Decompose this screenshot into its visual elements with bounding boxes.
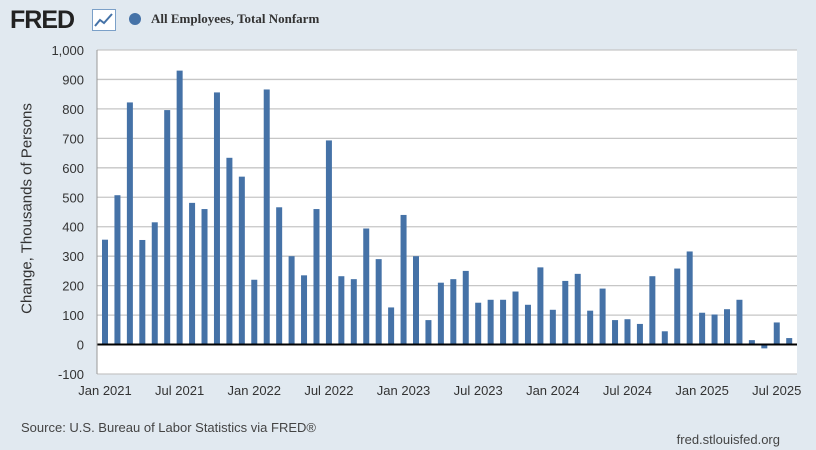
bar	[189, 202, 196, 345]
bar	[587, 310, 594, 345]
source-note: Source: U.S. Bureau of Labor Statistics …	[21, 420, 316, 435]
fred-logo[interactable]: FRED	[10, 6, 75, 34]
bar	[487, 299, 494, 345]
bar	[338, 276, 345, 345]
y-tick-label: -100	[58, 367, 84, 382]
bar	[773, 322, 780, 345]
x-tick-label: Jul 2024	[603, 383, 652, 398]
y-tick-label: 300	[62, 249, 84, 264]
bar	[736, 299, 743, 345]
bar	[251, 279, 258, 345]
bar	[649, 276, 656, 345]
x-tick-label: Jan 2023	[377, 383, 431, 398]
x-tick-label: Jul 2023	[454, 383, 503, 398]
bar	[512, 291, 519, 345]
x-tick-label: Jul 2025	[752, 383, 801, 398]
bar	[674, 268, 681, 345]
plot-area	[97, 50, 797, 374]
bar	[201, 209, 208, 345]
x-tick-label: Jan 2025	[675, 383, 729, 398]
bar	[562, 280, 569, 345]
bar	[388, 307, 395, 345]
y-tick-label: 800	[62, 102, 84, 117]
bar	[102, 239, 108, 345]
fred-url[interactable]: fred.stlouisfed.org	[676, 432, 780, 447]
y-tick-label: 0	[77, 338, 84, 353]
legend-series-name: All Employees, Total Nonfarm	[151, 11, 320, 26]
bar	[450, 279, 457, 345]
y-tick-label: 1,000	[51, 43, 84, 58]
x-tick-label: Jan 2021	[78, 383, 132, 398]
bar	[213, 92, 220, 345]
bar	[114, 195, 121, 345]
bar	[724, 309, 730, 345]
y-tick-label: 400	[62, 220, 84, 235]
bar	[686, 251, 693, 345]
bar	[636, 323, 643, 345]
bar	[413, 256, 419, 345]
bar	[761, 344, 768, 349]
bar	[624, 319, 631, 345]
bar	[313, 209, 320, 345]
bar	[711, 314, 718, 345]
bar	[748, 340, 755, 345]
y-tick-label: 600	[62, 161, 84, 176]
bar	[226, 157, 233, 345]
bar	[500, 299, 507, 345]
bar	[661, 331, 668, 345]
bar	[462, 270, 469, 345]
bar	[612, 320, 619, 345]
bar	[549, 309, 556, 345]
bar	[400, 214, 407, 345]
bar	[537, 267, 544, 345]
bar	[574, 273, 581, 345]
bar	[238, 176, 245, 345]
x-tick-label: Jul 2022	[304, 383, 353, 398]
fred-chart-icon	[92, 9, 116, 31]
x-tick-label: Jan 2024	[526, 383, 580, 398]
x-tick-label: Jul 2021	[155, 383, 204, 398]
bar	[699, 312, 706, 345]
bar	[475, 302, 482, 345]
bar	[151, 222, 158, 345]
bar	[263, 89, 270, 345]
bar	[375, 259, 382, 345]
legend-marker	[129, 13, 141, 25]
bar	[164, 110, 171, 345]
bar	[139, 239, 146, 345]
y-tick-label: 500	[62, 190, 84, 205]
bar	[363, 228, 370, 345]
bar	[288, 256, 295, 345]
x-tick-label: Jan 2022	[228, 383, 282, 398]
bar	[437, 282, 444, 345]
bar	[126, 102, 133, 345]
bar	[599, 288, 606, 345]
bar	[301, 275, 308, 345]
y-tick-label: 900	[62, 72, 84, 87]
bar	[786, 338, 793, 345]
bar	[425, 320, 432, 345]
bar	[276, 207, 283, 345]
y-tick-label: 200	[62, 279, 84, 294]
bar	[176, 70, 183, 345]
y-tick-label: 100	[62, 308, 84, 323]
bar	[350, 279, 357, 345]
bar	[325, 140, 332, 345]
bar	[524, 304, 531, 345]
y-tick-label: 700	[62, 131, 84, 146]
